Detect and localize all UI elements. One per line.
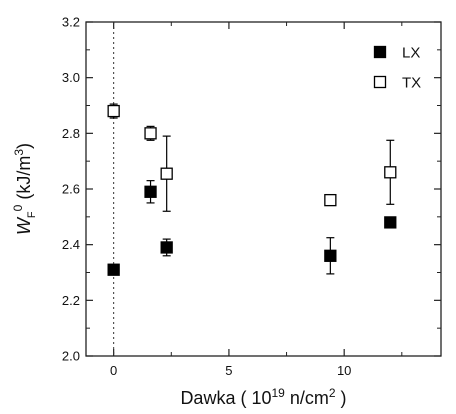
x-tick-label: 10 xyxy=(337,363,351,378)
lx-point xyxy=(324,249,337,262)
markers-layer xyxy=(107,104,397,276)
lx-point xyxy=(384,216,397,229)
y-axis-label-sup2: 3 xyxy=(12,149,26,156)
x-tick-label: 5 xyxy=(225,363,232,378)
y-tick-label: 3.0 xyxy=(62,70,80,85)
legend-label-tx: TX xyxy=(402,75,421,92)
x-axis-label-post: ) xyxy=(336,388,347,408)
y-axis-label-main: W xyxy=(14,216,34,235)
y-tick-label: 2.4 xyxy=(62,237,80,252)
lx-point xyxy=(144,185,157,198)
tx-point xyxy=(107,104,120,118)
legend-marker-lx xyxy=(373,45,387,59)
x-axis-label-sup: 19 xyxy=(271,386,285,400)
y-axis-label-end: ) xyxy=(14,143,34,149)
legend: LX TX xyxy=(373,45,421,92)
y-axis-label-post: (kJ/m xyxy=(14,156,34,205)
tx-point xyxy=(144,127,157,140)
x-axis-label-mid: n/cm xyxy=(285,388,329,408)
y-tick-label: 2.8 xyxy=(62,126,80,141)
tx-point xyxy=(384,166,397,179)
y-axis-label-sup: 0 xyxy=(11,204,25,211)
y-tick-label: 2.2 xyxy=(62,293,80,308)
legend-marker-tx xyxy=(373,75,387,89)
x-axis-label: Dawka ( 1019 n/cm2 ) xyxy=(180,386,346,408)
plot-frame xyxy=(85,21,442,357)
lx-point xyxy=(160,241,173,254)
ticks-layer: 2.0 2.2 2.4 2.6 2.8 3.0 3.2 0 5 10 xyxy=(62,15,441,378)
legend-label-lx: LX xyxy=(402,45,420,62)
y-tick-label: 2.0 xyxy=(62,349,80,364)
y-axis-label-sub: F xyxy=(26,211,38,218)
x-axis-label-sup2: 2 xyxy=(329,386,336,400)
x-tick-label: 0 xyxy=(110,363,117,378)
tx-point xyxy=(324,193,337,207)
lx-point xyxy=(107,263,120,276)
y-axis-label: WF0 (kJ/m3) xyxy=(11,143,38,235)
y-tick-label: 3.2 xyxy=(62,15,80,30)
x-axis-label-pre: Dawka ( 10 xyxy=(180,388,271,408)
tx-point xyxy=(160,167,173,180)
y-tick-label: 2.6 xyxy=(62,182,80,197)
